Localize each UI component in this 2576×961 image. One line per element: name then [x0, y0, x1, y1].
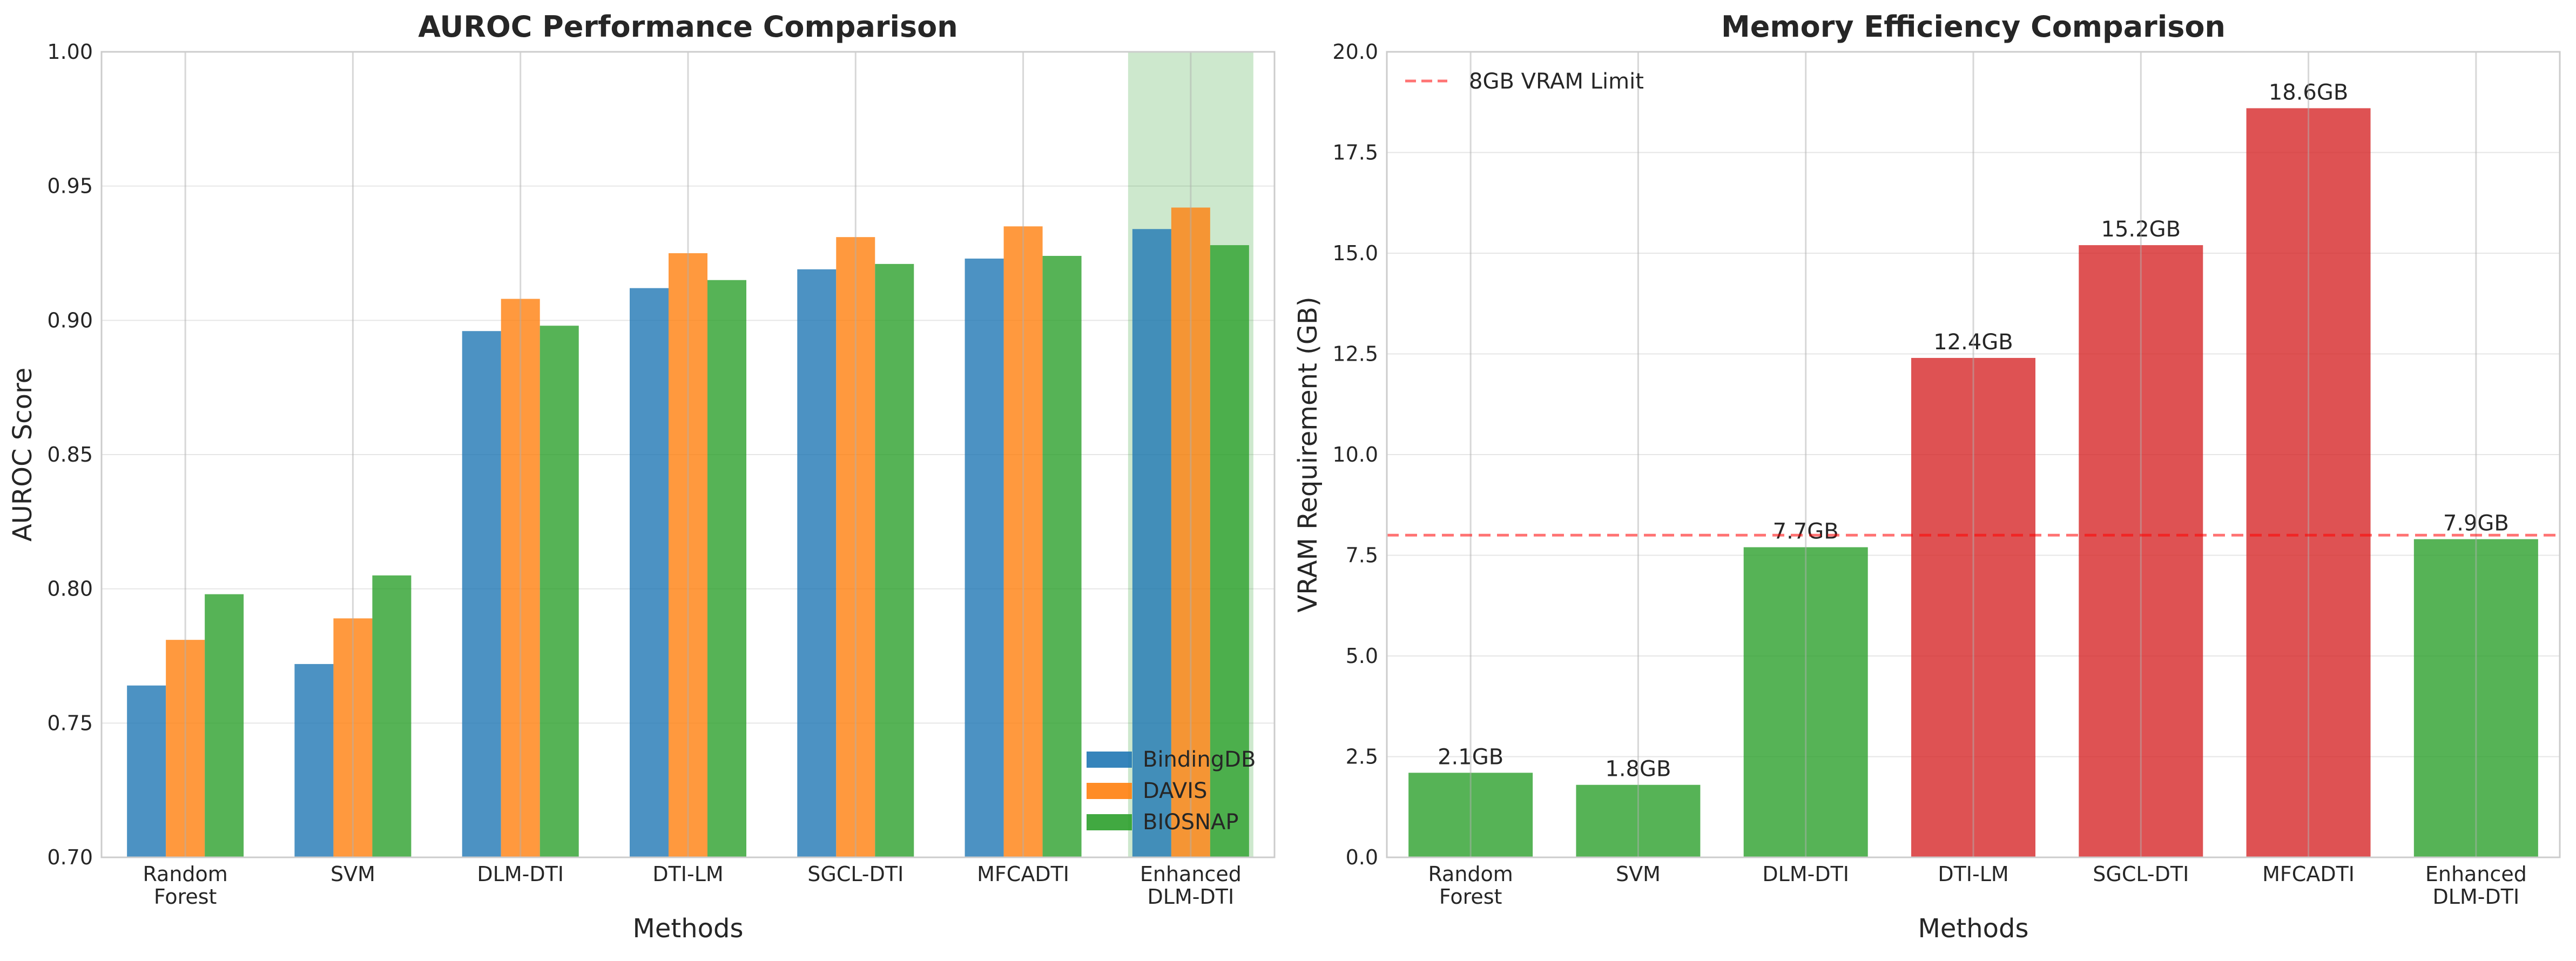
y-axis-label: AUROC Score	[8, 368, 38, 542]
x-tick-label: Random	[1428, 862, 1513, 886]
bar-bindingdb-3	[630, 288, 669, 857]
y-tick-label: 0.95	[47, 174, 93, 198]
x-tick-label: DLM-DTI	[1148, 885, 1235, 909]
bar-biosnap-0	[205, 594, 244, 857]
y-tick-label: 0.80	[47, 577, 93, 601]
bar-biosnap-4	[875, 263, 914, 858]
chart-2: 2.1GB 1.8GB7.7GB12.4GB15.2GB18.6GB7.9GB0.…	[1293, 10, 2561, 944]
y-tick-label: 5.0	[1346, 644, 1378, 668]
x-tick-label: Forest	[154, 885, 217, 909]
bar-biosnap-6	[1210, 245, 1249, 858]
y-tick-label: 10.0	[1332, 443, 1378, 466]
x-tick-label: SGCL-DTI	[2093, 862, 2189, 886]
x-tick-label: DTI-LM	[1938, 862, 2008, 886]
bar-bindingdb-5	[965, 258, 1004, 857]
x-axis-label: Methods	[1918, 913, 2028, 944]
legend-swatch-biosnap	[1087, 814, 1132, 830]
bar-bindingdb-1	[294, 664, 334, 857]
x-tick-label: MFCADTI	[2262, 862, 2355, 886]
y-tick-label: 1.00	[47, 40, 93, 64]
chart-1: 0.70 0.75 0.80 0.85 0.90 0.95 1.00 RandomForest…	[8, 10, 1276, 944]
x-tick-label: Random	[143, 862, 227, 886]
plot-frame	[100, 51, 1276, 858]
y-tick-label: 12.5	[1332, 342, 1378, 366]
x-tick-label: SVM	[331, 862, 375, 886]
chart-title: Memory Efficiency Comparison	[1721, 10, 2226, 44]
bar-biosnap-5	[1042, 255, 1082, 857]
bar-biosnap-1	[372, 575, 412, 857]
x-axis-label: Methods	[632, 913, 743, 944]
x-tick-label: Enhanced	[2425, 862, 2527, 886]
legend-swatch-bindingdb	[1087, 752, 1132, 768]
legend-label: DAVIS	[1143, 779, 1207, 803]
y-tick-label: 15.0	[1332, 241, 1378, 265]
y-tick-label: 17.5	[1332, 141, 1378, 165]
plot-frame	[1386, 51, 2561, 858]
legend-swatch-davis	[1087, 783, 1132, 799]
x-tick-label: Forest	[1439, 885, 1502, 909]
legend: BindingDB DAVIS BIOSNAP	[1087, 747, 1256, 835]
x-tick-label: SVM	[1616, 862, 1661, 886]
y-tick-label: 20.0	[1332, 40, 1378, 64]
x-tick-label: DTI-LM	[652, 862, 723, 886]
legend-label: 8GB VRAM Limit	[1469, 69, 1644, 94]
bar-biosnap-3	[707, 280, 746, 857]
bar-bindingdb-4	[797, 269, 837, 858]
legend: 8GB VRAM Limit	[1405, 69, 1644, 94]
y-tick-label: 0.85	[47, 443, 93, 466]
chart-title: AUROC Performance Comparison	[418, 10, 957, 44]
y-tick-label: 0.0	[1346, 845, 1378, 869]
x-tick-label: DLM-DTI	[2433, 885, 2520, 909]
x-tick-label: DLM-DTI	[477, 862, 564, 886]
legend-label: BIOSNAP	[1143, 810, 1239, 835]
x-tick-label: MFCADTI	[977, 862, 1069, 886]
y-axis-label: VRAM Requirement (GB)	[1293, 296, 1323, 612]
y-tick-label: 0.90	[47, 308, 93, 332]
y-tick-label: 0.70	[47, 845, 93, 869]
bar-bindingdb-6	[1132, 229, 1171, 857]
x-tick-label: DLM-DTI	[1762, 862, 1849, 886]
x-tick-label: SGCL-DTI	[807, 862, 903, 886]
legend-label: BindingDB	[1143, 747, 1256, 772]
bar-bindingdb-2	[462, 331, 501, 857]
y-tick-label: 2.5	[1346, 745, 1378, 769]
x-tick-label: Enhanced	[1140, 862, 1242, 886]
bar-bindingdb-0	[127, 685, 166, 857]
y-tick-label: 7.5	[1346, 544, 1378, 567]
y-tick-label: 0.75	[47, 711, 93, 735]
bar-biosnap-2	[540, 326, 579, 857]
